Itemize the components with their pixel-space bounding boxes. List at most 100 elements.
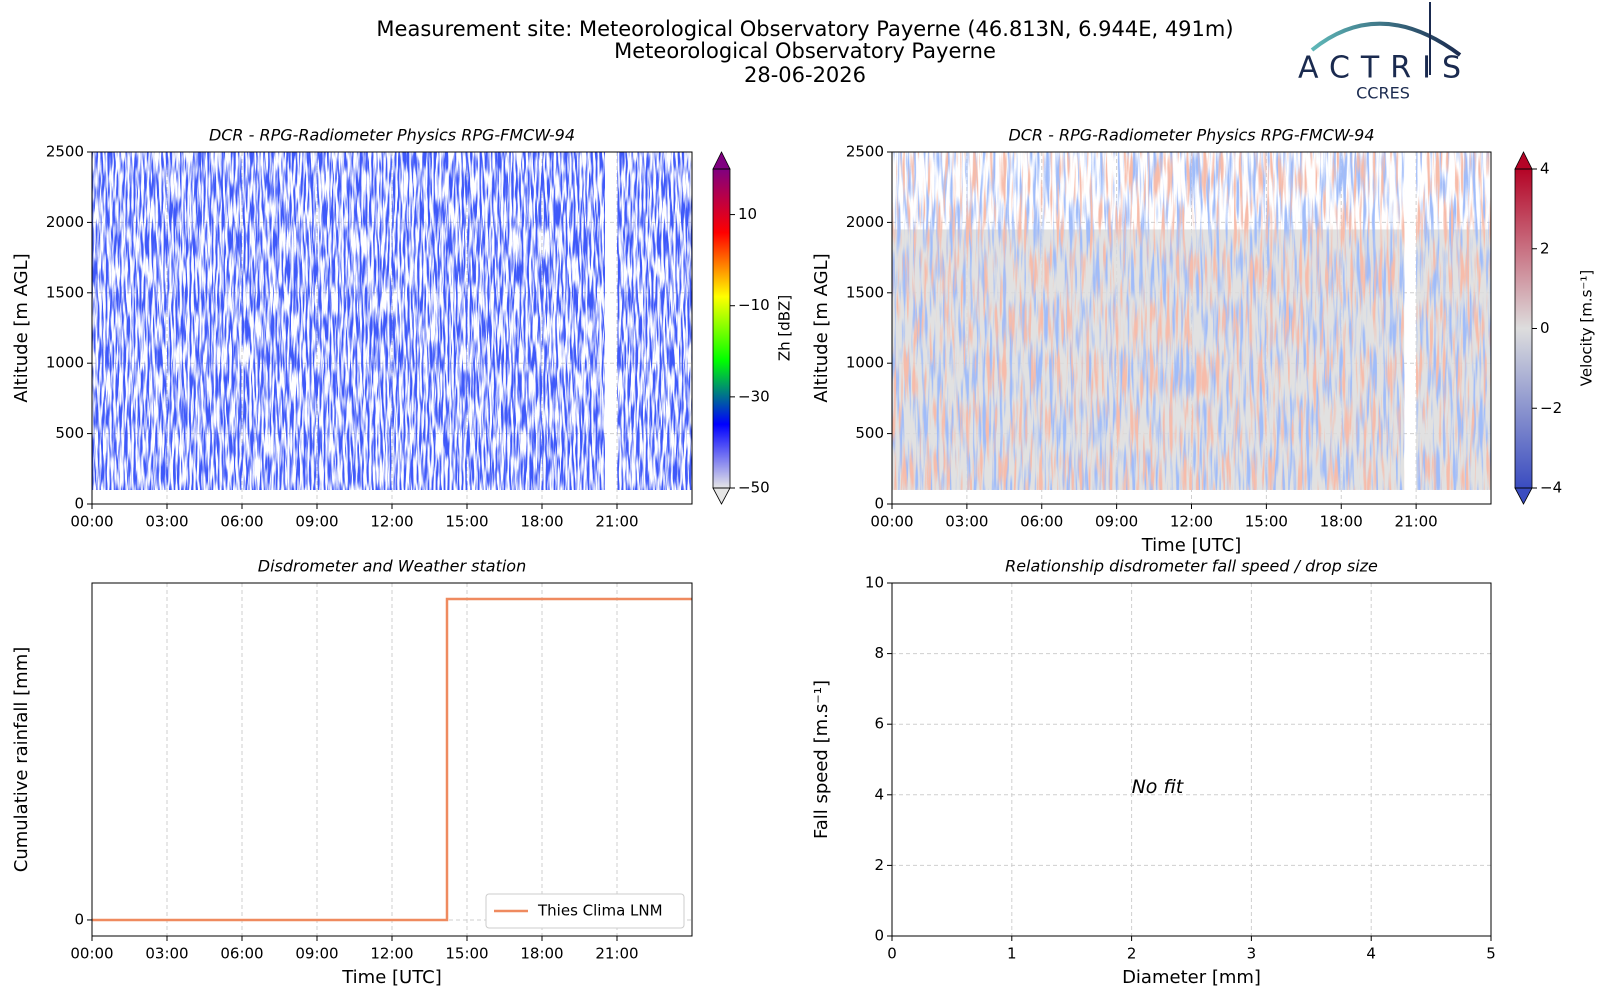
x-tick-label: 03:00 (145, 945, 188, 963)
colorbar-tick-label: −50 (738, 479, 770, 497)
y-axis-label: Cumulative rainfall [mm] (11, 647, 32, 873)
x-tick-label: 00:00 (870, 513, 913, 531)
y-tick-label: 4 (874, 785, 884, 803)
x-tick-label: 12:00 (370, 945, 413, 963)
x-tick-label: 09:00 (1095, 513, 1138, 531)
x-tick-label: 03:00 (945, 513, 988, 531)
y-tick-label: 1500 (46, 283, 84, 301)
x-tick-label: 00:00 (70, 513, 113, 531)
colorbar-extend (712, 151, 731, 170)
x-tick-label: 18:00 (520, 945, 563, 963)
y-tick-label: 0 (74, 910, 84, 928)
y-tick-label: 2500 (46, 143, 84, 161)
x-tick-label: 21:00 (1395, 513, 1438, 531)
radar-texture (892, 152, 1405, 490)
y-tick-label: 8 (874, 644, 884, 662)
axes-frame (891, 151, 1492, 505)
x-tick-label: 0 (887, 945, 897, 963)
x-tick-label: 2 (1127, 945, 1137, 963)
colorbar-tick-label: −30 (738, 387, 770, 405)
colorbar (713, 169, 730, 488)
colorbar-tick-label: 10 (738, 205, 757, 223)
colorbar-extend (1514, 151, 1533, 170)
panel: DCR - RPG-Radiometer Physics RPG-FMCW-94… (11, 126, 794, 531)
x-tick-label: 00:00 (70, 945, 113, 963)
panel-title: DCR - RPG-Radiometer Physics RPG-FMCW-94 (209, 126, 575, 145)
legend (485, 893, 685, 929)
y-tick-label: 0 (74, 495, 84, 513)
y-tick-label: 1000 (846, 354, 884, 372)
logo-arc (1310, 21, 1462, 57)
logo-text: ACTRIS (1298, 51, 1472, 86)
logo: ACTRIS CCRES (1298, 2, 1472, 103)
panel-title: Relationship disdrometer fall speed / dr… (1005, 557, 1378, 576)
y-tick-label: 2000 (46, 213, 84, 231)
y-tick-label: 500 (55, 424, 84, 442)
y-tick-label: 1500 (846, 283, 884, 301)
figure-title: Measurement site: Meteorological Observa… (376, 17, 1233, 41)
annotation: No fit (1132, 776, 1185, 798)
y-axis-label: Altitude [m AGL] (811, 253, 832, 402)
y-tick-label: 0 (874, 495, 884, 513)
figure-date: 28-06-2026 (744, 63, 866, 87)
x-axis-label: Diameter [mm] (1122, 967, 1261, 988)
colorbar-label: Velocity [m.s⁻¹] (1578, 270, 1596, 386)
y-tick-label: 500 (855, 424, 884, 442)
colorbar-label: Zh [dBZ] (776, 295, 794, 361)
panel: DCR - RPG-Radiometer Physics RPG-FMCW-94… (811, 126, 1596, 557)
colorbar-tick-label: −4 (1540, 479, 1562, 497)
y-tick-label: 2 (874, 856, 884, 874)
x-tick-label: 5 (1486, 945, 1496, 963)
x-tick-label: 3 (1247, 945, 1257, 963)
figure-subtitle: Meteorological Observatory Payerne (614, 39, 996, 63)
x-tick-label: 21:00 (595, 945, 638, 963)
x-tick-label: 06:00 (220, 945, 263, 963)
y-tick-label: 6 (874, 715, 884, 733)
colorbar-tick-label: −10 (738, 296, 770, 314)
x-tick-label: 15:00 (1245, 513, 1288, 531)
radar-texture (92, 152, 605, 490)
x-tick-label: 15:00 (445, 945, 488, 963)
panel: Relationship disdrometer fall speed / dr… (811, 557, 1496, 989)
x-tick-label: 4 (1366, 945, 1376, 963)
panel-title: DCR - RPG-Radiometer Physics RPG-FMCW-94 (1008, 126, 1374, 145)
axes-frame (91, 151, 693, 505)
x-tick-label: 09:00 (295, 945, 338, 963)
colorbar-extend (712, 487, 731, 505)
x-axis-label: Time [UTC] (341, 967, 442, 988)
x-tick-label: 1 (1007, 945, 1017, 963)
x-tick-label: 12:00 (1170, 513, 1213, 531)
x-tick-label: 18:00 (1320, 513, 1363, 531)
axes-frame (91, 582, 693, 937)
radar-texture (617, 152, 692, 490)
x-tick-label: 21:00 (595, 513, 638, 531)
y-tick-label: 0 (874, 927, 884, 945)
colorbar-extend (1514, 487, 1533, 505)
x-tick-label: 15:00 (445, 513, 488, 531)
colorbar-tick-label: 2 (1540, 239, 1550, 257)
x-axis-label: Time [UTC] (1141, 535, 1242, 556)
x-tick-label: 03:00 (145, 513, 188, 531)
line (92, 597, 692, 922)
y-axis-label: Fall speed [m.s⁻¹] (811, 680, 832, 839)
y-tick-label: 10 (865, 574, 884, 592)
legend-label: Thies Clima LNM (537, 902, 663, 920)
colorbar-tick-label: 4 (1540, 160, 1550, 178)
axes-frame (891, 582, 1492, 937)
colorbar-tick-label: −2 (1540, 399, 1562, 417)
x-tick-label: 12:00 (370, 513, 413, 531)
y-axis-label: Altitude [m AGL] (11, 253, 32, 402)
y-tick-label: 2000 (846, 213, 884, 231)
y-tick-label: 2500 (846, 143, 884, 161)
panel: Disdrometer and Weather station 00:00 03:0… (11, 557, 693, 988)
x-tick-label: 06:00 (1020, 513, 1063, 531)
x-tick-label: 06:00 (220, 513, 263, 531)
radar-texture (1416, 152, 1491, 490)
x-tick-label: 18:00 (520, 513, 563, 531)
colorbar-tick-label: 0 (1540, 319, 1550, 337)
colorbar-frame (712, 168, 731, 489)
y-tick-label: 1000 (46, 354, 84, 372)
panel-title: Disdrometer and Weather station (258, 557, 526, 576)
x-tick-label: 09:00 (295, 513, 338, 531)
